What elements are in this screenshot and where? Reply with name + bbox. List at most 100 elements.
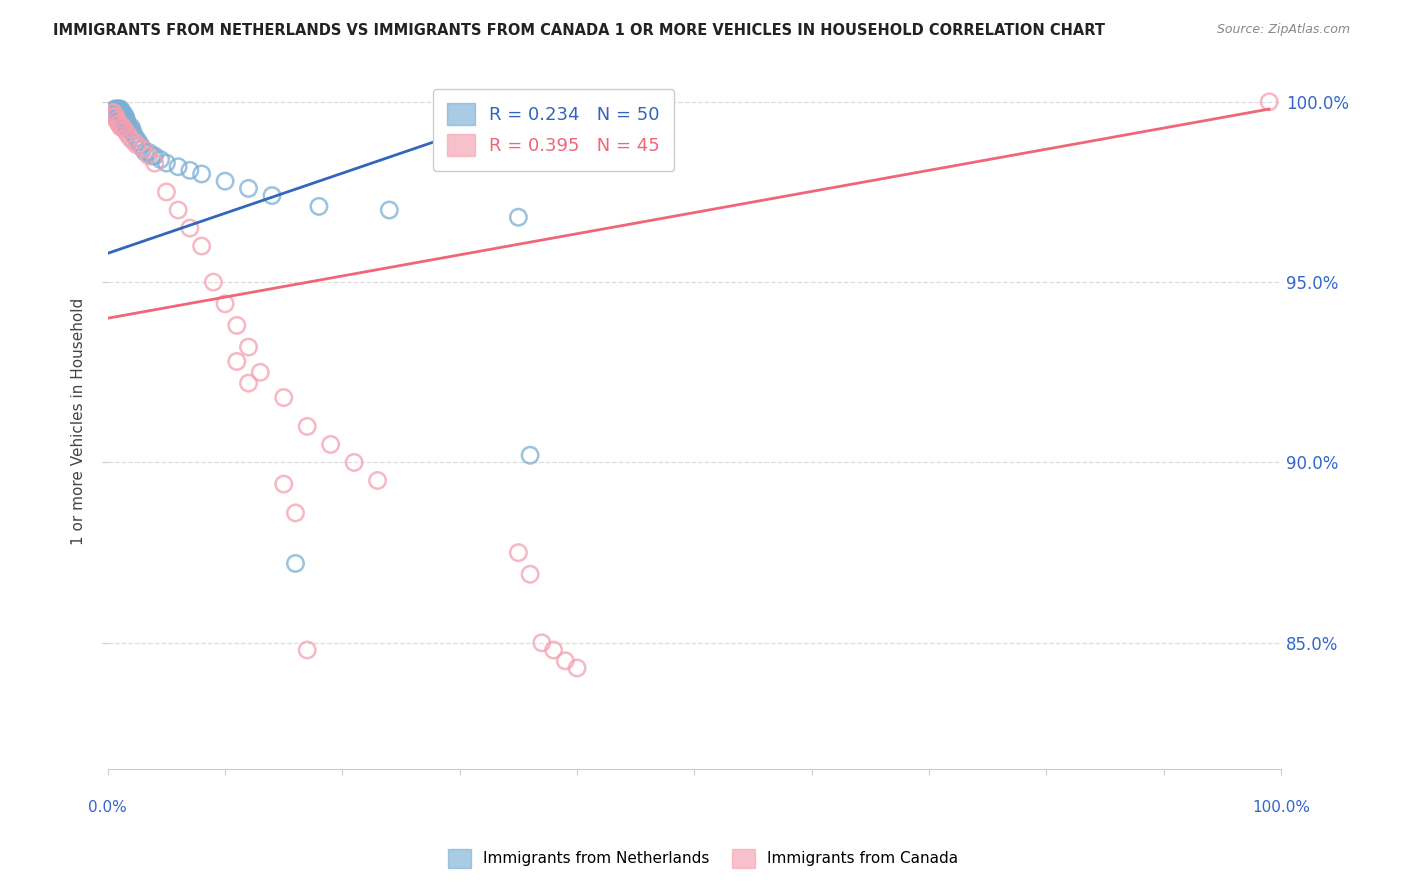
Point [260, 188, 283, 202]
Point [508, 211, 530, 225]
Point [111, 120, 134, 134]
Point [122, 135, 145, 149]
Point [104, 109, 127, 123]
Point [508, 546, 530, 560]
Point [114, 116, 136, 130]
Point [202, 275, 225, 289]
Point [308, 199, 330, 213]
Point [118, 120, 141, 134]
Point [519, 567, 541, 582]
Point [114, 124, 136, 138]
Point [273, 477, 295, 491]
Point [141, 149, 163, 163]
Point [134, 145, 156, 160]
Point [117, 128, 139, 142]
Point [108, 102, 131, 116]
Point [214, 174, 236, 188]
Point [110, 120, 132, 134]
Point [107, 116, 129, 130]
Text: Source: ZipAtlas.com: Source: ZipAtlas.com [1216, 23, 1350, 37]
Point [149, 153, 172, 167]
Point [238, 181, 260, 195]
Point [105, 102, 128, 116]
Point [117, 116, 139, 130]
Point [111, 109, 134, 123]
Point [273, 391, 295, 405]
Point [132, 142, 155, 156]
Point [105, 105, 128, 120]
Point [107, 102, 129, 116]
Point [167, 202, 190, 217]
Point [104, 102, 127, 116]
Legend: Immigrants from Netherlands, Immigrants from Canada: Immigrants from Netherlands, Immigrants … [441, 843, 965, 873]
Point [101, 105, 124, 120]
Point [167, 160, 190, 174]
Point [225, 318, 247, 333]
Point [111, 105, 134, 120]
Point [108, 116, 131, 130]
Point [112, 116, 135, 130]
Point [319, 437, 342, 451]
Point [343, 455, 366, 469]
Point [519, 448, 541, 462]
Point [112, 109, 135, 123]
Point [127, 135, 149, 149]
Point [143, 156, 166, 170]
Point [127, 138, 149, 153]
Point [214, 297, 236, 311]
Point [190, 239, 212, 253]
Point [378, 202, 401, 217]
Point [122, 128, 145, 142]
Text: IMMIGRANTS FROM NETHERLANDS VS IMMIGRANTS FROM CANADA 1 OR MORE VEHICLES IN HOUS: IMMIGRANTS FROM NETHERLANDS VS IMMIGRANT… [53, 23, 1105, 38]
Point [179, 163, 201, 178]
Point [120, 131, 142, 145]
Point [138, 145, 160, 160]
Point [121, 124, 143, 138]
Point [367, 474, 389, 488]
Legend: R = 0.234   N = 50, R = 0.395   N = 45: R = 0.234 N = 50, R = 0.395 N = 45 [433, 89, 673, 171]
Point [284, 506, 307, 520]
Point [179, 221, 201, 235]
Point [107, 105, 129, 120]
Point [295, 643, 318, 657]
Point [238, 340, 260, 354]
Point [115, 120, 138, 134]
Point [225, 354, 247, 368]
Y-axis label: 1 or more Vehicles in Household: 1 or more Vehicles in Household [72, 297, 86, 545]
Point [125, 131, 148, 145]
Point [110, 109, 132, 123]
Point [104, 109, 127, 123]
Point [132, 142, 155, 156]
Point [104, 102, 127, 116]
Point [111, 120, 134, 134]
Point [129, 138, 152, 153]
Point [108, 105, 131, 120]
Point [155, 156, 177, 170]
Point [138, 149, 160, 163]
Point [284, 557, 307, 571]
Point [238, 376, 260, 391]
Point [1258, 95, 1281, 109]
Text: 100.0%: 100.0% [1251, 799, 1310, 814]
Point [103, 105, 125, 120]
Point [104, 105, 127, 120]
Point [111, 105, 134, 120]
Point [120, 120, 142, 134]
Point [105, 112, 128, 127]
Point [115, 112, 138, 127]
Point [110, 102, 132, 116]
Point [190, 167, 212, 181]
Point [143, 149, 166, 163]
Text: 0.0%: 0.0% [89, 799, 127, 814]
Point [111, 112, 134, 127]
Point [554, 654, 576, 668]
Point [120, 124, 142, 138]
Point [100, 109, 122, 123]
Point [530, 636, 553, 650]
Point [565, 661, 588, 675]
Point [103, 105, 125, 120]
Point [249, 365, 271, 379]
Point [543, 643, 565, 657]
Point [101, 105, 124, 120]
Point [295, 419, 318, 434]
